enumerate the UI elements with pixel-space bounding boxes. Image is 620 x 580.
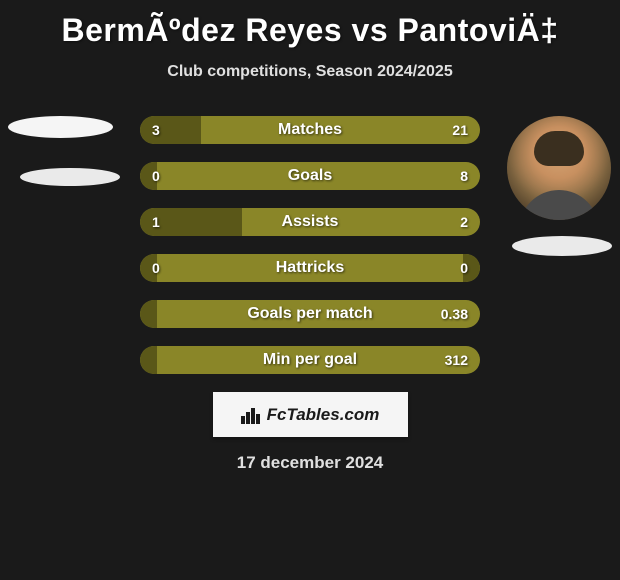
player-right-avatar (507, 116, 611, 220)
stat-label: Hattricks (140, 254, 480, 282)
stat-label: Goals (140, 162, 480, 190)
player-left-avatar-area (8, 116, 120, 186)
stat-label: Matches (140, 116, 480, 144)
comparison-date: 17 december 2024 (0, 453, 620, 473)
stat-bar: 08Goals (140, 162, 480, 190)
stats-bars: 321Matches 08Goals 12Assists 00Hattricks 0.3… (140, 116, 480, 374)
stat-bar: 312Min per goal (140, 346, 480, 374)
stat-bar: 00Hattricks (140, 254, 480, 282)
player-right-avatar-area (507, 116, 612, 256)
watermark: FcTables.com (213, 392, 408, 437)
stat-bar: 321Matches (140, 116, 480, 144)
watermark-text: FcTables.com (267, 405, 380, 425)
comparison-title: BermÃºdez Reyes vs PantoviÄ‡ (0, 0, 620, 49)
stat-label: Min per goal (140, 346, 480, 374)
watermark-chart-icon (241, 406, 261, 424)
player-left-placeholder-2 (20, 168, 120, 186)
stat-label: Goals per match (140, 300, 480, 328)
main-comparison-area: 321Matches 08Goals 12Assists 00Hattricks 0.3… (0, 116, 620, 374)
stat-label: Assists (140, 208, 480, 236)
comparison-subtitle: Club competitions, Season 2024/2025 (0, 63, 620, 81)
stat-bar: 12Assists (140, 208, 480, 236)
player-left-placeholder-1 (8, 116, 113, 138)
stat-bar: 0.38Goals per match (140, 300, 480, 328)
player-right-placeholder (512, 236, 612, 256)
